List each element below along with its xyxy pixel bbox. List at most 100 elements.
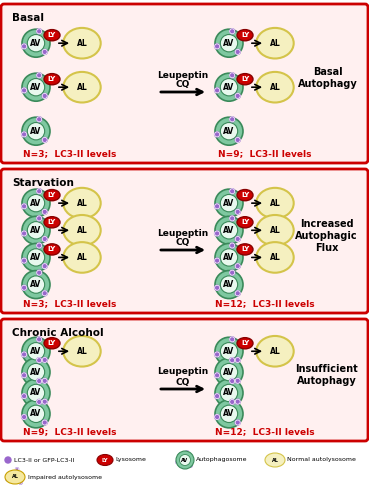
Circle shape bbox=[215, 204, 220, 209]
Text: AL: AL bbox=[270, 198, 280, 207]
Circle shape bbox=[215, 394, 220, 398]
Circle shape bbox=[42, 420, 47, 425]
Text: AV: AV bbox=[223, 368, 235, 376]
Circle shape bbox=[22, 338, 50, 365]
Circle shape bbox=[22, 73, 50, 101]
Circle shape bbox=[42, 264, 47, 268]
Circle shape bbox=[186, 451, 189, 454]
Ellipse shape bbox=[44, 74, 60, 85]
Circle shape bbox=[215, 29, 243, 57]
Ellipse shape bbox=[237, 244, 253, 255]
Circle shape bbox=[215, 117, 243, 145]
Text: Chronic Alcohol: Chronic Alcohol bbox=[12, 328, 104, 338]
Circle shape bbox=[27, 364, 45, 381]
Circle shape bbox=[37, 29, 42, 34]
Circle shape bbox=[37, 337, 42, 342]
Circle shape bbox=[22, 414, 27, 420]
Circle shape bbox=[235, 358, 240, 362]
Circle shape bbox=[22, 358, 50, 386]
Circle shape bbox=[27, 194, 45, 212]
Circle shape bbox=[37, 117, 42, 122]
Circle shape bbox=[235, 94, 240, 98]
Ellipse shape bbox=[44, 190, 60, 200]
Text: AL: AL bbox=[77, 347, 87, 356]
Circle shape bbox=[27, 342, 45, 360]
Circle shape bbox=[6, 478, 9, 480]
Circle shape bbox=[22, 189, 50, 217]
Text: AV: AV bbox=[182, 458, 189, 462]
Circle shape bbox=[235, 399, 240, 404]
Ellipse shape bbox=[44, 338, 60, 349]
Circle shape bbox=[220, 384, 238, 402]
Text: LY: LY bbox=[102, 458, 108, 462]
Text: Autophagosome: Autophagosome bbox=[196, 458, 248, 462]
Ellipse shape bbox=[265, 453, 285, 467]
Circle shape bbox=[22, 270, 50, 298]
Text: AV: AV bbox=[30, 410, 42, 418]
Circle shape bbox=[27, 78, 45, 96]
Text: CQ: CQ bbox=[176, 238, 190, 248]
Circle shape bbox=[235, 264, 240, 268]
Circle shape bbox=[22, 88, 27, 93]
Text: LY: LY bbox=[241, 340, 249, 346]
Circle shape bbox=[42, 378, 47, 384]
Ellipse shape bbox=[63, 215, 101, 246]
Text: LY: LY bbox=[48, 246, 56, 252]
Text: LY: LY bbox=[241, 246, 249, 252]
Circle shape bbox=[235, 210, 240, 214]
Circle shape bbox=[37, 188, 42, 194]
Circle shape bbox=[215, 216, 243, 244]
Circle shape bbox=[37, 216, 42, 221]
Circle shape bbox=[215, 373, 220, 378]
Text: LY: LY bbox=[48, 76, 56, 82]
Text: AV: AV bbox=[223, 410, 235, 418]
Circle shape bbox=[19, 481, 22, 484]
Circle shape bbox=[22, 44, 27, 49]
Text: AL: AL bbox=[77, 198, 87, 207]
Circle shape bbox=[215, 270, 243, 298]
Circle shape bbox=[220, 342, 238, 360]
Circle shape bbox=[215, 88, 220, 93]
Ellipse shape bbox=[256, 188, 294, 218]
Circle shape bbox=[22, 352, 27, 357]
Text: AL: AL bbox=[270, 226, 280, 235]
Ellipse shape bbox=[5, 470, 25, 484]
Circle shape bbox=[230, 29, 235, 34]
Text: N=9;  LC3-II levels: N=9; LC3-II levels bbox=[218, 150, 312, 158]
Circle shape bbox=[22, 373, 27, 378]
Text: AV: AV bbox=[223, 253, 235, 262]
Ellipse shape bbox=[256, 215, 294, 246]
Circle shape bbox=[27, 122, 45, 140]
Circle shape bbox=[220, 364, 238, 381]
Circle shape bbox=[215, 231, 220, 236]
Text: AL: AL bbox=[11, 474, 18, 480]
Text: N=3;  LC3-II levels: N=3; LC3-II levels bbox=[23, 300, 117, 308]
Circle shape bbox=[215, 338, 243, 365]
Ellipse shape bbox=[44, 30, 60, 41]
Text: AL: AL bbox=[270, 347, 280, 356]
Text: Normal autolysosome: Normal autolysosome bbox=[287, 458, 356, 462]
Circle shape bbox=[230, 400, 235, 404]
Text: Basal: Basal bbox=[12, 13, 44, 23]
Text: N=9;  LC3-II levels: N=9; LC3-II levels bbox=[23, 428, 117, 436]
Text: AL: AL bbox=[272, 458, 279, 462]
Text: AV: AV bbox=[223, 198, 235, 207]
Circle shape bbox=[42, 291, 47, 296]
Circle shape bbox=[235, 138, 240, 142]
FancyBboxPatch shape bbox=[1, 319, 368, 441]
Text: AL: AL bbox=[77, 38, 87, 48]
Text: Lysosome: Lysosome bbox=[115, 458, 146, 462]
Ellipse shape bbox=[256, 242, 294, 272]
Ellipse shape bbox=[63, 188, 101, 218]
Circle shape bbox=[235, 420, 240, 425]
Ellipse shape bbox=[63, 336, 101, 366]
Text: AV: AV bbox=[223, 347, 235, 356]
Circle shape bbox=[42, 236, 47, 242]
Circle shape bbox=[42, 50, 47, 54]
Ellipse shape bbox=[237, 216, 253, 228]
Ellipse shape bbox=[63, 28, 101, 58]
FancyBboxPatch shape bbox=[1, 4, 368, 163]
Circle shape bbox=[215, 352, 220, 357]
Circle shape bbox=[220, 276, 238, 293]
Text: AV: AV bbox=[223, 226, 235, 235]
